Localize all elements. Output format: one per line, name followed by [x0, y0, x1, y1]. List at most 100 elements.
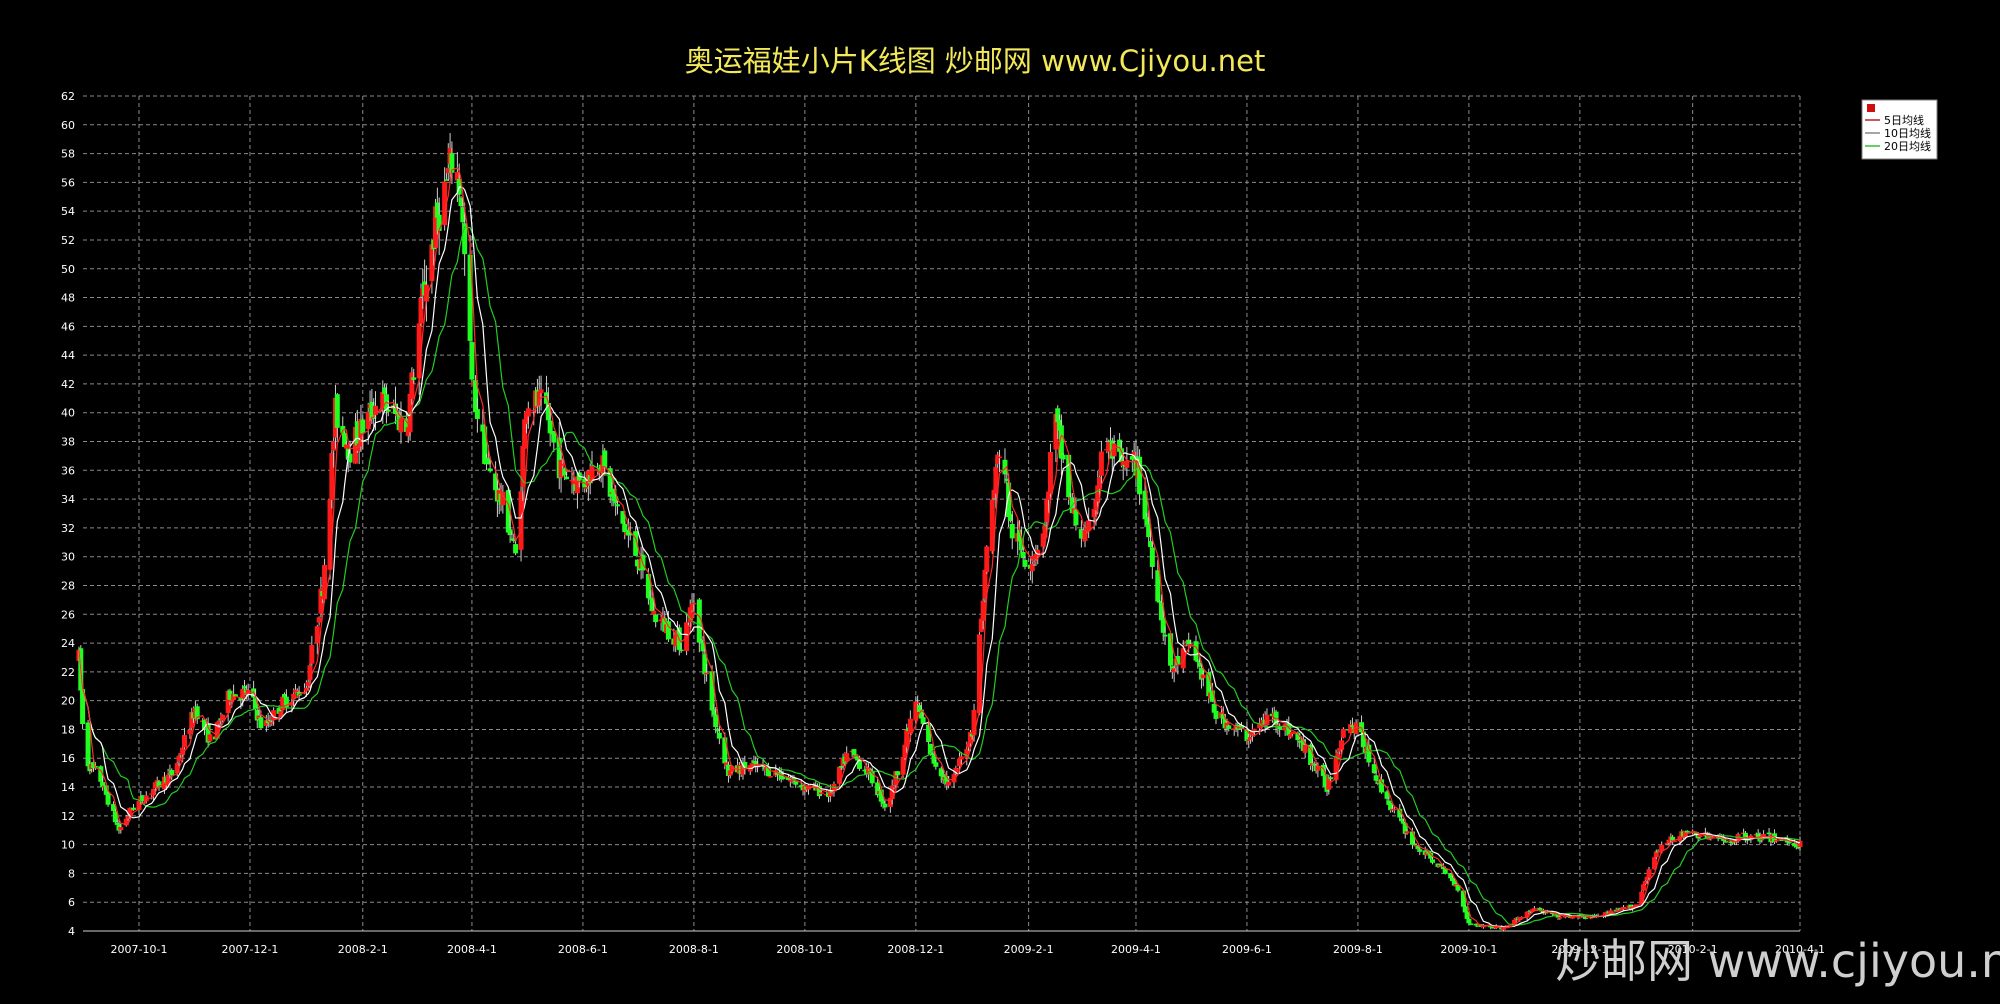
candle-body — [958, 756, 964, 760]
candle-body — [1766, 832, 1772, 835]
candle-body — [329, 452, 335, 500]
candle-body — [1002, 459, 1008, 475]
candle-body — [1282, 724, 1288, 731]
x-tick-label: 2010-4-1 — [1775, 943, 1825, 956]
candle-body — [1460, 890, 1466, 907]
candle-body — [560, 464, 566, 466]
candle-body — [1328, 777, 1334, 780]
candle-body — [1129, 456, 1135, 460]
candle-body — [869, 771, 875, 784]
x-tick-label: 2008-8-1 — [669, 943, 719, 956]
candle-body — [343, 444, 349, 449]
candle-body — [181, 735, 187, 748]
candle-body — [1097, 477, 1103, 489]
candle-body — [473, 380, 479, 413]
chart-title: 奥运福娃小片K线图 炒邮网 www.Cjiyou.net — [685, 44, 1266, 78]
candle-body — [524, 411, 530, 424]
candle-body — [1348, 724, 1354, 734]
candle-body — [907, 718, 913, 734]
candle-body — [984, 546, 990, 573]
candle-body — [1286, 723, 1292, 736]
candle-body — [1371, 764, 1377, 774]
candle-body — [327, 499, 333, 570]
candle-body — [1793, 844, 1799, 848]
candle-body — [964, 749, 970, 758]
candle-body — [1220, 713, 1226, 720]
candle-body — [977, 634, 983, 714]
candle-body — [1047, 452, 1053, 494]
candle-body — [433, 206, 439, 248]
candle-body — [307, 665, 313, 680]
candle-body — [955, 768, 961, 771]
candle-body — [1289, 731, 1295, 735]
candle-body — [303, 687, 309, 691]
candle-body — [1209, 690, 1215, 702]
candle-body — [1040, 533, 1046, 547]
candle-body — [1657, 851, 1663, 853]
candle-body — [1311, 763, 1317, 766]
candle-body — [1621, 906, 1627, 910]
candle-body — [673, 635, 679, 647]
candle-body — [856, 759, 862, 769]
candle-body — [1642, 880, 1648, 885]
candle-body — [1095, 485, 1101, 502]
candle-body — [1257, 723, 1263, 729]
candle-body — [1786, 841, 1792, 844]
candle-body — [880, 800, 886, 804]
candle-body — [283, 696, 289, 708]
candle-body — [1238, 725, 1244, 729]
candle-body — [1057, 419, 1063, 431]
candle-body — [1462, 906, 1468, 913]
y-tick-label: 12 — [61, 810, 75, 823]
candle-body — [1339, 740, 1345, 750]
candle-body — [1169, 666, 1175, 670]
x-tick-label: 2009-4-1 — [1111, 943, 1161, 956]
y-tick-label: 42 — [61, 378, 75, 391]
candle-body — [354, 421, 360, 446]
candle-body — [1120, 461, 1126, 466]
x-tick-label: 2009-8-1 — [1333, 943, 1383, 956]
candle-body — [536, 391, 542, 406]
candle-body — [584, 487, 590, 489]
candle-body — [1562, 915, 1568, 918]
candle-body — [1511, 919, 1517, 926]
candle-body — [411, 377, 417, 380]
candle-body — [131, 807, 137, 810]
candle-body — [443, 179, 449, 181]
candle-body — [1366, 744, 1372, 763]
candle-body — [1639, 891, 1645, 905]
candle-body — [709, 671, 715, 711]
candle-body — [416, 323, 422, 379]
candle-body — [545, 402, 551, 421]
candle-body — [1206, 672, 1212, 697]
candle-body — [1004, 478, 1010, 481]
candle-body — [373, 405, 379, 416]
candle-body — [1524, 911, 1530, 918]
candle-body — [445, 168, 451, 174]
candle-body — [1118, 448, 1124, 463]
candle-body — [1742, 832, 1748, 841]
candle-body — [1335, 752, 1341, 758]
candle-body — [918, 709, 924, 719]
candle-body — [127, 807, 133, 816]
candle-body — [462, 223, 468, 255]
candle-body — [982, 569, 988, 599]
candle-body — [1646, 869, 1652, 878]
candle-body — [187, 729, 193, 735]
candle-body — [1437, 864, 1443, 867]
candle-body — [995, 454, 1001, 465]
candle-body — [1251, 728, 1257, 732]
candle-body — [978, 618, 984, 632]
candle-body — [713, 714, 719, 728]
candle-body — [449, 153, 455, 173]
candle-body — [1413, 845, 1419, 847]
candle-body — [613, 496, 619, 504]
candle-body — [1093, 500, 1099, 511]
candle-body — [1379, 779, 1385, 793]
candle-body — [1186, 639, 1192, 645]
candle-body — [1400, 821, 1406, 824]
candle-body — [1158, 602, 1164, 621]
candle-body — [1722, 841, 1728, 843]
candle-body — [989, 499, 995, 552]
